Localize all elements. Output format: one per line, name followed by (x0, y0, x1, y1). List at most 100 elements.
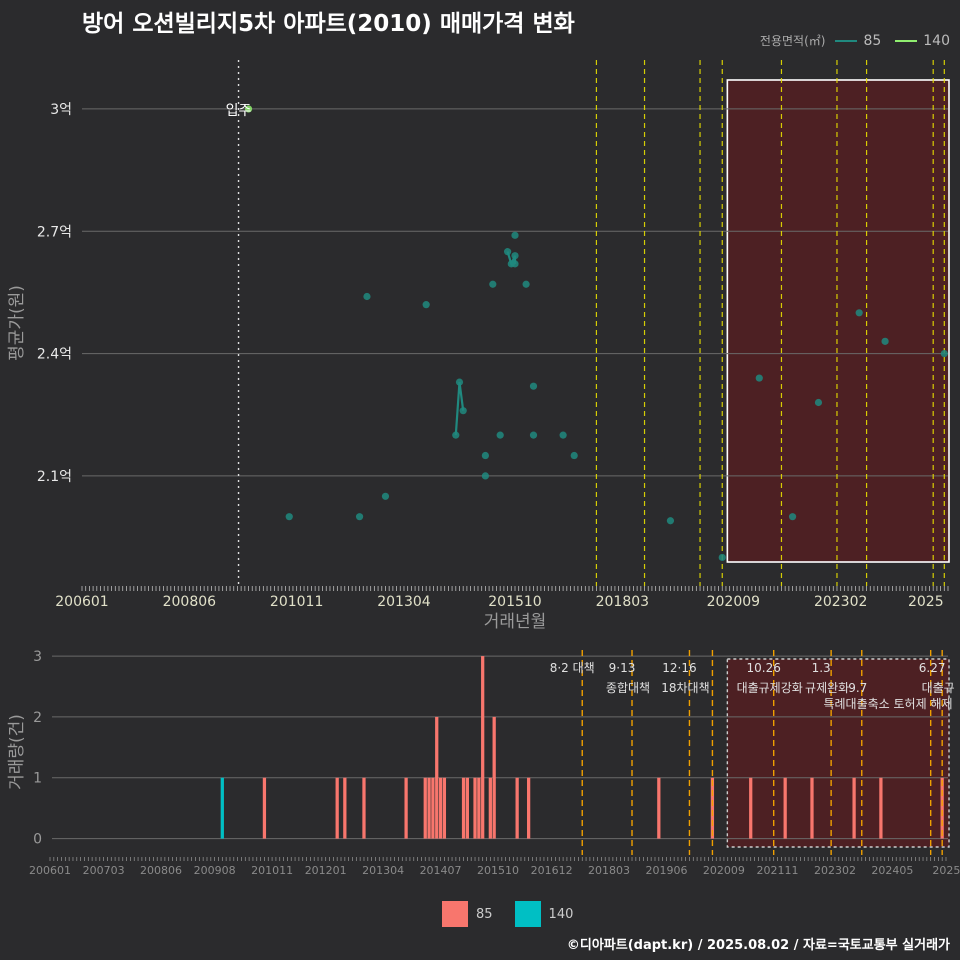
area-legend: 전용면적(㎡) 85 140 (760, 32, 950, 49)
volume-bar-85 (335, 777, 339, 839)
price-point-85 (570, 451, 578, 460)
chart-title: 방어 오션빌리지5차 아파트(2010) 매매가격 변화 (82, 11, 575, 37)
volume-x-tick-label: 202009 (703, 864, 745, 877)
volume-bar-85 (852, 777, 856, 839)
price-point-85 (511, 231, 519, 239)
volume-bar-85 (442, 777, 447, 839)
highlight-box-price (726, 79, 950, 563)
price-point-85 (511, 260, 519, 268)
volume-bar-85 (473, 777, 477, 839)
price-x-tick-label: 201304 (377, 594, 431, 610)
price-point-85 (455, 378, 464, 386)
volume-x-tick-label: 201612 (531, 864, 573, 877)
legend-label-85: 85 (863, 32, 882, 49)
area-legend-title: 전용면적(㎡) (759, 34, 826, 48)
volume-bar-85 (404, 777, 408, 839)
volume-x-tick-label: 20250 (932, 864, 960, 877)
source-footer: ©디아파트(dapt.kr) / 2025.08.02 / 자료=국토교통부 실… (566, 938, 950, 953)
volume-bar-85 (879, 777, 883, 839)
volume-bar-85 (810, 777, 814, 839)
price-point-85 (814, 398, 823, 407)
policy-label-bottom: 대출규제강화 (737, 681, 803, 695)
policy-label-top: 8·2 대책 (550, 660, 595, 675)
price-point-85 (481, 451, 489, 460)
price-point-85 (381, 492, 390, 500)
volume-x-tick-label: 201201 (305, 864, 347, 877)
volume-x-tick-label: 202111 (757, 864, 799, 877)
volume-bar-85 (481, 656, 485, 839)
volume-bar-85 (438, 777, 443, 839)
price-x-tick-label: 201011 (270, 594, 323, 610)
price-point-85 (666, 517, 675, 525)
legend-swatch-140 (895, 39, 918, 42)
legend-box-85 (442, 901, 468, 927)
policy-label-bottom: 종합대책 (606, 680, 650, 695)
policy-label-extra: 특례대출축소 토허제 해제 (823, 697, 952, 711)
price-y-axis-label: 평균가(원) (7, 285, 27, 361)
price-point-85 (496, 431, 504, 439)
legend-bottom-label-85: 85 (476, 906, 493, 922)
volume-x-tick-label: 201510 (477, 864, 519, 877)
policy-label-bottom: 9.7 (848, 681, 867, 695)
volume-bar-85 (515, 777, 519, 839)
volume-y-tick-label: 0 (33, 832, 42, 848)
legend-box-140 (514, 901, 541, 927)
price-x-tick-label: 202302 (814, 594, 867, 610)
price-point-85 (459, 407, 467, 415)
highlight-box-volume (726, 658, 950, 848)
price-point-85 (511, 252, 519, 260)
price-y-tick-label: 2.4억 (37, 347, 72, 363)
policy-label-top: 12·16 (662, 661, 696, 675)
volume-bar-85 (492, 716, 496, 839)
volume-bar-85 (427, 777, 431, 839)
volume-x-tick-label: 201304 (362, 864, 404, 877)
price-line-85 (506, 251, 517, 268)
price-point-85 (529, 382, 538, 390)
volume-bar-85 (461, 777, 466, 839)
price-x-tick-label: 2025 (908, 594, 944, 610)
volume-bar-85 (262, 777, 267, 839)
volume-bar-85 (431, 777, 435, 839)
volume-y-tick-label: 3 (33, 649, 42, 665)
price-point-85 (489, 280, 497, 288)
volume-bar-85 (749, 777, 753, 839)
volume-bar-85 (423, 777, 427, 839)
price-point-85 (529, 431, 538, 439)
price-point-85 (481, 472, 489, 480)
price-point-85 (285, 513, 293, 521)
price-x-tick-label: 200601 (55, 594, 108, 610)
volume-x-tick-label: 200908 (194, 864, 236, 877)
volume-bar-85 (657, 777, 661, 839)
volume-x-tick-label: 200806 (140, 864, 182, 877)
price-point-85 (855, 309, 863, 317)
price-point-140 (244, 105, 253, 113)
volume-bar-85 (435, 716, 439, 839)
legend-swatch-85 (835, 39, 858, 42)
price-point-85 (522, 280, 530, 288)
volume-bar-85 (940, 777, 944, 839)
volume-x-tick-label: 201906 (645, 864, 687, 877)
policy-label-top: 1.3 (812, 661, 831, 675)
volume-bar-85 (488, 777, 492, 839)
policy-label-top: 6.27 (919, 661, 946, 675)
volume-bar-85 (362, 777, 366, 839)
price-y-tick-label: 2.1억 (37, 469, 72, 485)
volume-bar-140 (220, 777, 224, 839)
price-point-85 (881, 337, 889, 345)
move-in-annotation: 입주 (226, 103, 252, 119)
volume-x-tick-label: 201011 (251, 864, 293, 877)
price-y-tick-label: 3억 (50, 102, 72, 118)
volume-x-tick-label: 202405 (871, 864, 913, 877)
price-point-85 (452, 431, 460, 439)
price-x-tick-label: 202009 (707, 594, 760, 610)
volume-bar-85 (783, 777, 787, 839)
price-y-tick-label: 2.7억 (37, 224, 72, 240)
volume-x-tick-label: 202302 (814, 864, 856, 877)
price-x-tick-label: 200806 (163, 594, 217, 610)
price-x-tick-label: 201803 (596, 594, 649, 610)
price-point-85 (355, 513, 364, 521)
price-point-85 (559, 431, 567, 439)
volume-y-tick-label: 1 (33, 771, 42, 787)
volume-bar-85 (710, 777, 715, 839)
